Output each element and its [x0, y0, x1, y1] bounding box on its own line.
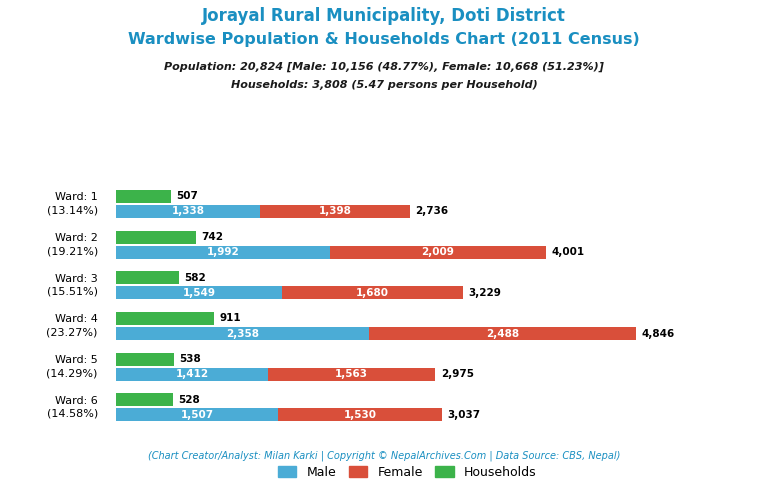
- Text: 2,736: 2,736: [415, 207, 449, 216]
- Bar: [116, 327, 369, 340]
- Text: (Chart Creator/Analyst: Milan Karki | Copyright © NepalArchives.Com | Data Sourc: (Chart Creator/Analyst: Milan Karki | Co…: [147, 451, 621, 461]
- Text: 3,229: 3,229: [468, 288, 501, 298]
- Bar: [260, 205, 410, 218]
- Text: Wardwise Population & Households Chart (2011 Census): Wardwise Population & Households Chart (…: [128, 32, 640, 47]
- Text: 1,338: 1,338: [171, 207, 204, 216]
- Bar: [278, 408, 442, 422]
- Text: 538: 538: [179, 354, 201, 364]
- Legend: Male, Female, Households: Male, Female, Households: [273, 461, 541, 484]
- Text: Households: 3,808 (5.47 persons per Household): Households: 3,808 (5.47 persons per Hous…: [230, 80, 538, 90]
- Text: 507: 507: [176, 191, 198, 202]
- Text: 1,412: 1,412: [175, 369, 208, 379]
- Text: Jorayal Rural Municipality, Doti District: Jorayal Rural Municipality, Doti Distric…: [202, 7, 566, 26]
- Text: Population: 20,824 [Male: 10,156 (48.77%), Female: 10,668 (51.23%)]: Population: 20,824 [Male: 10,156 (48.77%…: [164, 62, 604, 72]
- Text: 2,358: 2,358: [227, 328, 259, 339]
- Text: 582: 582: [184, 273, 206, 283]
- Bar: [116, 190, 170, 203]
- Text: 742: 742: [201, 232, 223, 242]
- Bar: [116, 368, 268, 381]
- Bar: [116, 271, 179, 284]
- Bar: [116, 286, 283, 299]
- Text: 2,009: 2,009: [422, 247, 454, 257]
- Text: 3,037: 3,037: [448, 410, 481, 420]
- Text: 1,563: 1,563: [335, 369, 368, 379]
- Bar: [116, 312, 214, 325]
- Text: 1,398: 1,398: [319, 207, 351, 216]
- Text: 911: 911: [220, 314, 241, 323]
- Bar: [116, 408, 278, 422]
- Bar: [116, 393, 173, 406]
- Text: 4,846: 4,846: [642, 328, 675, 339]
- Text: 1,680: 1,680: [356, 288, 389, 298]
- Bar: [116, 205, 260, 218]
- Text: 1,507: 1,507: [180, 410, 214, 420]
- Bar: [116, 231, 196, 244]
- Text: 2,488: 2,488: [486, 328, 519, 339]
- Text: 528: 528: [178, 395, 200, 405]
- Text: 4,001: 4,001: [551, 247, 584, 257]
- Text: 1,530: 1,530: [343, 410, 376, 420]
- Bar: [116, 352, 174, 366]
- Bar: [268, 368, 435, 381]
- Text: 2,975: 2,975: [441, 369, 474, 379]
- Bar: [369, 327, 637, 340]
- Bar: [283, 286, 463, 299]
- Bar: [116, 246, 330, 259]
- Text: 1,992: 1,992: [207, 247, 240, 257]
- Text: 1,549: 1,549: [183, 288, 216, 298]
- Bar: [330, 246, 545, 259]
